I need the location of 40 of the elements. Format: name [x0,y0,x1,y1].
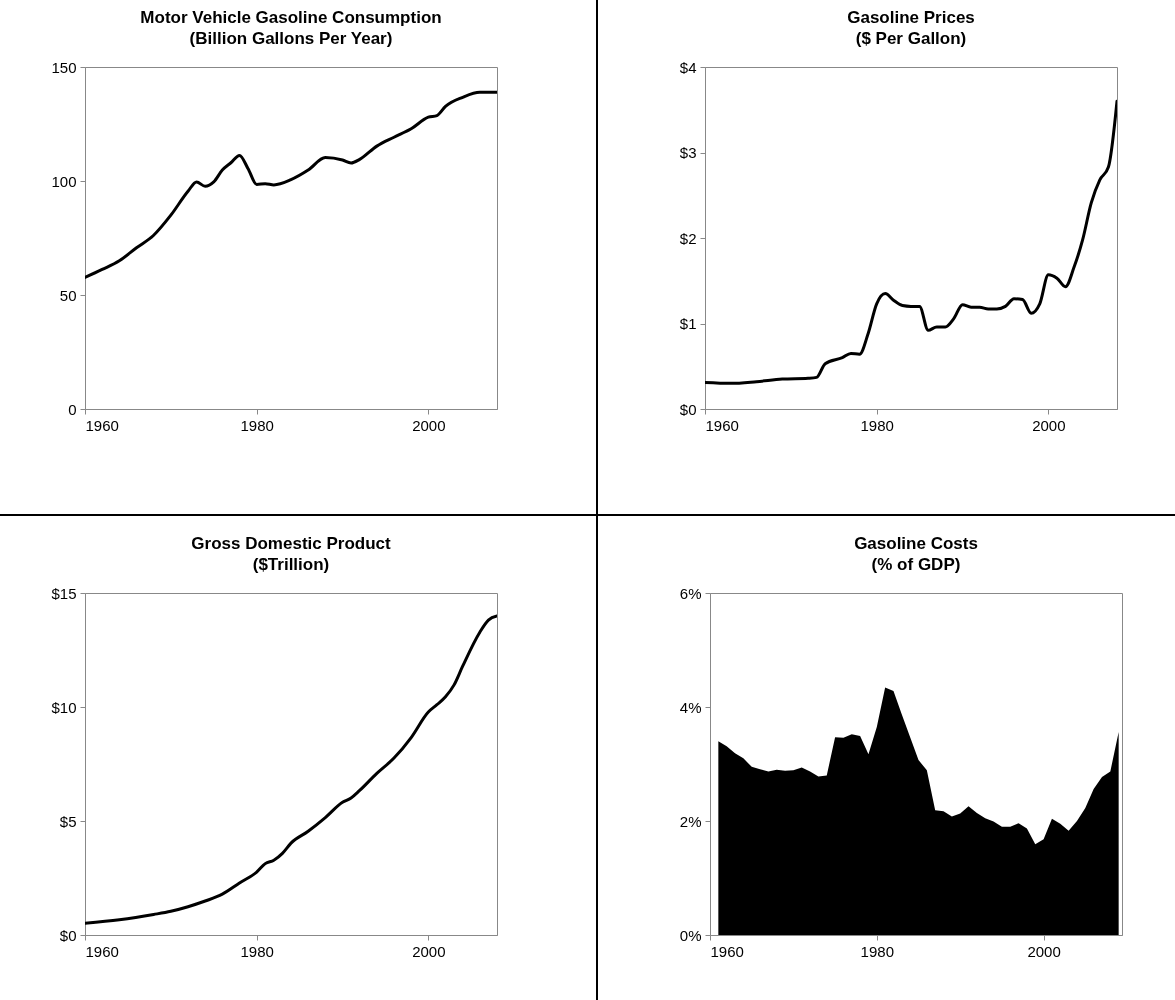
line-series [85,614,497,925]
x-tick-label: 2000 [412,942,446,960]
line-series [85,90,497,279]
y-tick-label: 150 [51,58,77,76]
y-tick-label: $4 [679,58,697,76]
y-tick-label: $0 [679,400,697,418]
x-tick-label: 2000 [1032,416,1066,434]
y-tick-label: 100 [51,172,77,190]
x-tick-label: 1980 [860,942,894,960]
y-tick-label: 0 [68,400,77,418]
y-tick-label: $10 [51,698,77,716]
y-tick-label: 2% [679,812,702,830]
chart-subtitle: ($ Per Gallon) [855,29,967,48]
line-series [705,99,1117,385]
chart-subtitle: ($Trillion) [252,555,330,574]
y-tick-label: $1 [679,315,697,332]
y-tick-label: 6% [679,584,702,602]
y-tick-label: $3 [679,144,697,161]
x-tick-label: 1960 [710,942,744,960]
x-tick-label: 1960 [85,942,119,960]
y-tick-label: $5 [59,812,77,830]
x-tick-label: 1980 [240,416,274,434]
x-tick-label: 1980 [860,416,894,434]
chart-title: Motor Vehicle Gasoline Consumption [140,8,442,27]
chart-title: Gross Domestic Product [191,534,391,553]
chart-subtitle: (% of GDP) [871,555,961,574]
y-tick-label: $0 [59,926,77,944]
x-tick-label: 1960 [85,416,119,434]
x-tick-label: 2000 [1027,942,1061,960]
x-tick-label: 2000 [412,416,446,434]
x-tick-label: 1960 [705,416,739,434]
y-tick-label: 50 [59,286,77,304]
y-tick-label: $2 [679,229,697,247]
chart-title: Gasoline Prices [847,8,975,27]
chart-subtitle: (Billion Gallons Per Year) [189,29,393,48]
x-tick-label: 1980 [240,942,274,960]
y-tick-label: 4% [679,698,702,716]
y-tick-label: 0% [679,926,702,944]
chart-title: Gasoline Costs [854,534,978,553]
y-tick-label: $15 [51,584,77,602]
